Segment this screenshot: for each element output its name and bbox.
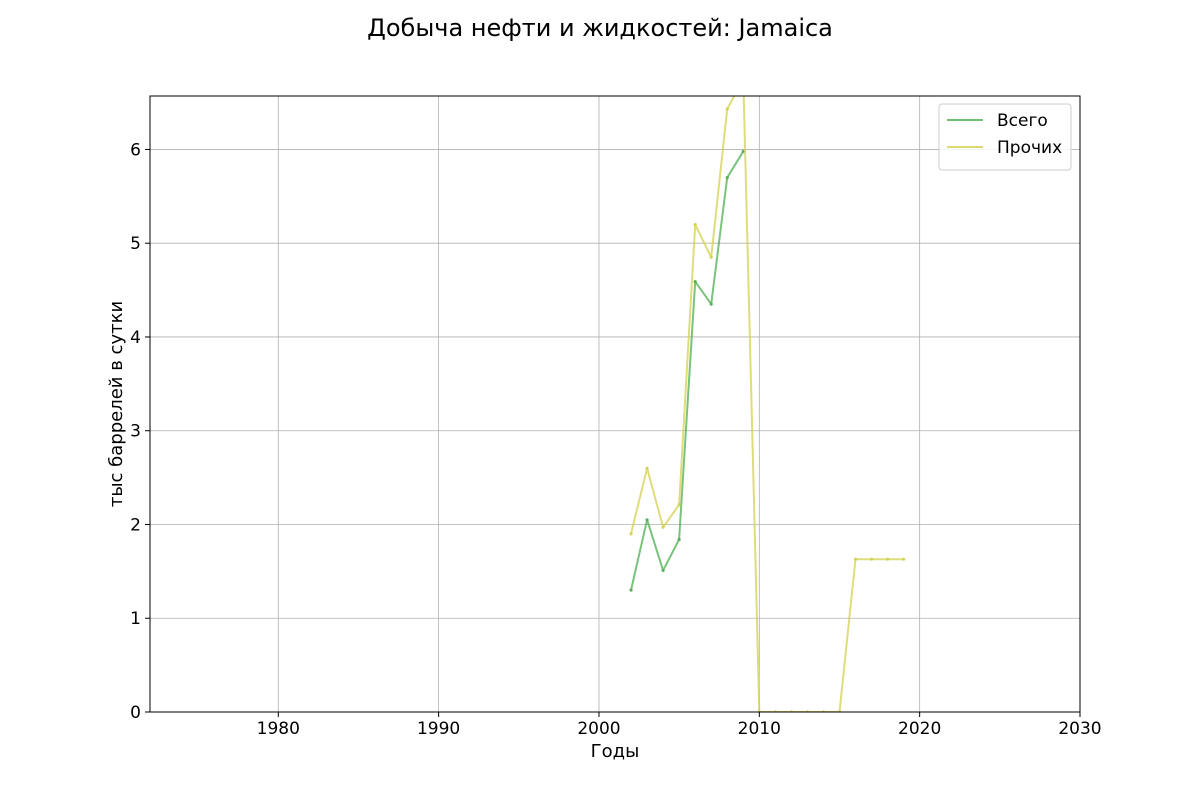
data-point	[869, 557, 874, 561]
data-point	[709, 255, 713, 259]
y-tick-label: 1	[130, 609, 141, 629]
data-point	[709, 302, 713, 306]
data-point	[661, 525, 665, 529]
y-axis-label: тыс баррелей в сутки	[106, 301, 127, 507]
y-tick-label: 0	[130, 703, 141, 723]
data-point	[693, 222, 697, 227]
legend-label: Прочих	[997, 138, 1062, 158]
y-tick-label: 3	[130, 422, 141, 442]
x-tick-label: 1990	[417, 719, 460, 739]
y-tick-label: 2	[130, 515, 141, 535]
y-tick-label: 5	[130, 234, 141, 254]
data-point	[677, 503, 681, 507]
data-point	[629, 588, 633, 592]
x-axis-label: Годы	[591, 741, 640, 762]
data-point	[725, 175, 729, 180]
data-point	[741, 149, 745, 153]
legend-label: Всего	[997, 111, 1048, 131]
data-point	[645, 466, 649, 470]
data-point	[693, 280, 697, 284]
data-point	[902, 557, 906, 561]
x-tick-label: 2000	[577, 719, 620, 739]
data-point	[725, 107, 729, 111]
series-line	[630, 150, 745, 591]
data-point	[629, 532, 633, 536]
x-tick-label: 2010	[738, 719, 781, 739]
x-tick-label: 1980	[257, 719, 300, 739]
data-point	[885, 557, 890, 561]
chart-title: Добыча нефти и жидкостей: Jamaica	[367, 14, 833, 42]
data-point	[677, 537, 681, 542]
y-axis-ticks: 0 1 2 3 4 5 6	[130, 140, 150, 723]
data-point	[645, 518, 649, 522]
y-tick-label: 6	[130, 140, 141, 160]
y-tick-label: 4	[130, 328, 141, 348]
legend: Всего Прочих	[938, 103, 1072, 171]
x-tick-label: 2030	[1058, 719, 1101, 739]
plot-area	[150, 96, 1080, 712]
data-point	[742, 78, 745, 81]
data-point	[853, 557, 858, 561]
data-point	[661, 568, 665, 573]
plot-frame	[149, 95, 1081, 713]
series-layer	[629, 78, 906, 712]
series-line	[630, 96, 904, 712]
x-axis-ticks: 1980 1990 2000 2010 2020 2030	[257, 712, 1102, 739]
x-tick-label: 2020	[898, 719, 941, 739]
